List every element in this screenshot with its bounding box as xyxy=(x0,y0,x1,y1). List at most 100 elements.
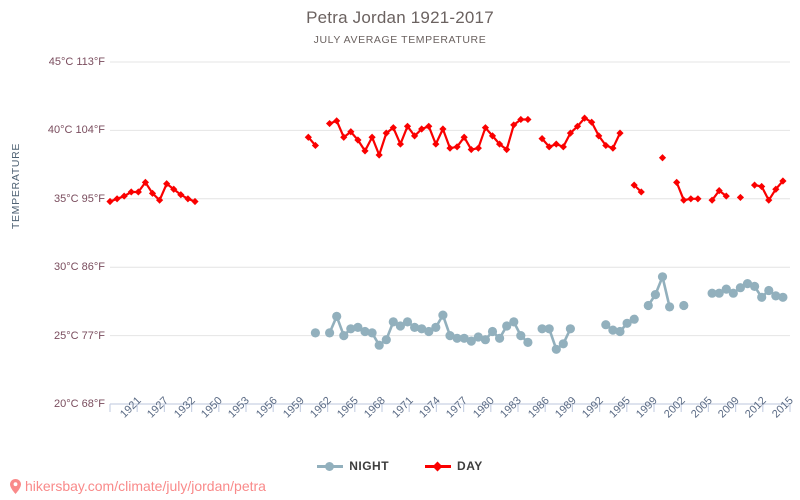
data-point-night[interactable] xyxy=(325,328,335,338)
data-point-day[interactable] xyxy=(765,196,773,204)
data-point-day[interactable] xyxy=(559,143,567,151)
data-point-night[interactable] xyxy=(615,326,625,337)
data-point-night[interactable] xyxy=(473,332,483,342)
data-point-day[interactable] xyxy=(566,129,575,137)
data-point-night[interactable] xyxy=(558,339,568,349)
data-point-day[interactable] xyxy=(630,181,638,189)
data-point-night[interactable] xyxy=(445,331,455,341)
data-point-day[interactable] xyxy=(446,144,454,152)
data-point-day[interactable] xyxy=(382,129,390,137)
data-point-day[interactable] xyxy=(418,125,426,133)
data-point-night[interactable] xyxy=(459,333,469,343)
data-point-day[interactable] xyxy=(517,115,525,124)
data-point-day[interactable] xyxy=(333,117,341,125)
data-point-day[interactable] xyxy=(474,144,482,152)
data-point-day[interactable] xyxy=(127,188,135,196)
data-point-night[interactable] xyxy=(417,324,427,334)
data-point-day[interactable] xyxy=(573,122,582,130)
data-point-day[interactable] xyxy=(609,144,617,152)
data-point-night[interactable] xyxy=(650,290,661,300)
data-point-night[interactable] xyxy=(771,291,781,301)
data-point-day[interactable] xyxy=(510,121,518,129)
data-point-day[interactable] xyxy=(155,196,164,204)
data-point-day[interactable] xyxy=(113,195,121,203)
data-point-night[interactable] xyxy=(360,326,370,337)
data-point-night[interactable] xyxy=(346,324,356,334)
data-point-night[interactable] xyxy=(480,335,490,345)
data-point-night[interactable] xyxy=(565,324,576,334)
data-point-day[interactable] xyxy=(495,140,504,148)
data-point-night[interactable] xyxy=(778,292,788,302)
data-point-day[interactable] xyxy=(106,197,114,206)
data-point-day[interactable] xyxy=(524,115,532,124)
legend-item-night[interactable]: NIGHT xyxy=(317,459,389,473)
data-point-day[interactable] xyxy=(694,195,702,203)
data-point-day[interactable] xyxy=(687,195,695,203)
data-point-night[interactable] xyxy=(516,331,526,341)
data-point-day[interactable] xyxy=(616,129,624,137)
data-point-day[interactable] xyxy=(347,128,355,136)
data-point-day[interactable] xyxy=(361,147,369,155)
data-point-day[interactable] xyxy=(708,196,716,204)
data-point-day[interactable] xyxy=(375,151,383,159)
data-point-night[interactable] xyxy=(742,279,753,289)
data-point-night[interactable] xyxy=(339,331,349,341)
source-footer[interactable]: hikersbay.com/climate/july/jordan/petra xyxy=(10,478,266,494)
data-point-day[interactable] xyxy=(580,114,589,122)
data-point-night[interactable] xyxy=(728,288,738,298)
data-point-night[interactable] xyxy=(608,325,618,335)
data-point-night[interactable] xyxy=(388,317,398,327)
data-point-day[interactable] xyxy=(772,185,780,193)
data-point-night[interactable] xyxy=(395,321,405,331)
data-point-night[interactable] xyxy=(509,317,519,327)
data-point-day[interactable] xyxy=(481,124,490,132)
data-point-day[interactable] xyxy=(722,192,730,200)
data-point-day[interactable] xyxy=(750,181,759,189)
data-point-day[interactable] xyxy=(439,125,447,133)
data-point-day[interactable] xyxy=(148,189,157,197)
data-point-day[interactable] xyxy=(170,185,178,193)
data-point-night[interactable] xyxy=(495,333,505,343)
data-point-day[interactable] xyxy=(432,140,440,148)
data-point-night[interactable] xyxy=(537,324,547,334)
data-point-day[interactable] xyxy=(396,140,405,148)
data-point-day[interactable] xyxy=(545,143,553,151)
data-point-day[interactable] xyxy=(184,195,192,203)
data-point-day[interactable] xyxy=(503,145,511,154)
data-point-day[interactable] xyxy=(552,140,560,148)
data-point-night[interactable] xyxy=(764,285,774,296)
data-point-night[interactable] xyxy=(374,340,384,350)
data-point-day[interactable] xyxy=(673,178,681,186)
data-point-day[interactable] xyxy=(120,192,128,200)
data-point-day[interactable] xyxy=(595,132,603,140)
data-point-night[interactable] xyxy=(452,333,462,343)
data-point-night[interactable] xyxy=(410,322,420,332)
data-point-day[interactable] xyxy=(389,124,397,132)
data-point-day[interactable] xyxy=(141,178,150,186)
data-point-night[interactable] xyxy=(629,314,639,324)
data-point-day[interactable] xyxy=(715,186,723,195)
data-point-night[interactable] xyxy=(381,335,391,345)
data-point-night[interactable] xyxy=(551,344,561,354)
data-point-day[interactable] xyxy=(325,119,334,128)
data-point-day[interactable] xyxy=(304,133,312,141)
data-point-day[interactable] xyxy=(637,188,645,196)
data-point-night[interactable] xyxy=(431,322,441,332)
data-point-night[interactable] xyxy=(466,336,476,346)
data-point-day[interactable] xyxy=(453,143,461,151)
data-point-night[interactable] xyxy=(665,302,675,312)
data-point-night[interactable] xyxy=(601,320,611,330)
data-point-day[interactable] xyxy=(538,135,546,143)
data-point-day[interactable] xyxy=(736,193,745,202)
data-point-day[interactable] xyxy=(425,122,433,130)
data-point-night[interactable] xyxy=(750,281,760,291)
data-point-night[interactable] xyxy=(402,317,413,327)
data-point-night[interactable] xyxy=(735,283,746,293)
data-point-night[interactable] xyxy=(502,321,512,331)
data-point-night[interactable] xyxy=(367,328,377,338)
data-point-night[interactable] xyxy=(657,272,668,282)
data-point-day[interactable] xyxy=(340,133,348,141)
data-point-night[interactable] xyxy=(438,310,448,320)
data-point-day[interactable] xyxy=(403,122,412,130)
data-point-night[interactable] xyxy=(643,300,653,311)
